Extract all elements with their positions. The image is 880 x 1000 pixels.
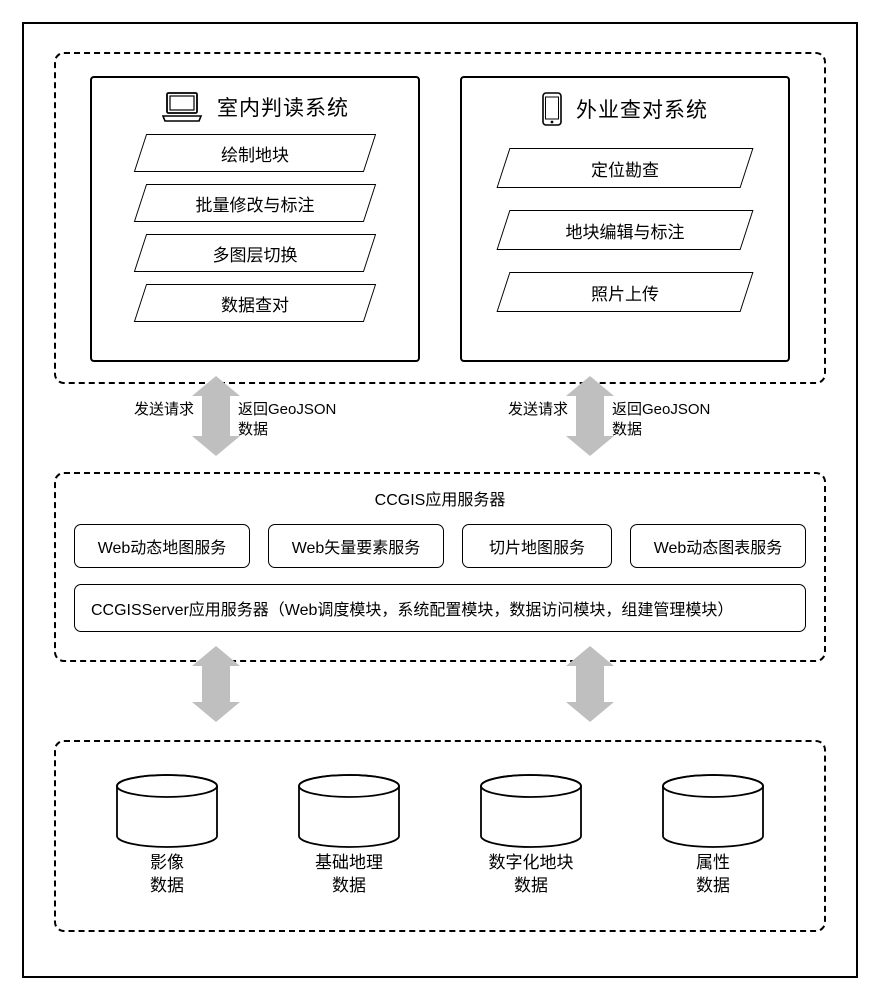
database-icon: [476, 774, 586, 848]
services-row: Web动态地图服务 Web矢量要素服务 切片地图服务 Web动态图表服务: [74, 524, 806, 568]
arrow-client-server-right: 发送请求 返回GeoJSON数据: [576, 394, 604, 438]
indoor-header: 室内判读系统: [161, 92, 349, 122]
field-title: 外业查对系统: [576, 94, 708, 124]
service-box: Web动态地图服务: [74, 524, 250, 568]
arrow-send-label: 发送请求: [508, 400, 568, 420]
database-icon: [294, 774, 404, 848]
server-layer: CCGIS应用服务器 Web动态地图服务 Web矢量要素服务 切片地图服务 We…: [54, 472, 826, 662]
server-layer-title: CCGIS应用服务器: [375, 486, 506, 510]
db-label: 基础地理数据: [315, 852, 383, 898]
indoor-title: 室内判读系统: [217, 92, 349, 122]
arrow-server-db-left: [202, 664, 230, 704]
db-item: 基础地理数据: [279, 774, 419, 898]
indoor-item: 绘制地块: [140, 134, 370, 172]
db-item: 数字化地块数据: [461, 774, 601, 898]
phone-icon: [542, 92, 562, 126]
indoor-item: 多图层切换: [140, 234, 370, 272]
db-label: 属性数据: [696, 852, 730, 898]
server-modules-box: CCGISServer应用服务器（Web调度模块，系统配置模块，数据访问模块，组…: [74, 584, 806, 632]
field-item: 地块编辑与标注: [503, 210, 747, 250]
db-item: 影像数据: [97, 774, 237, 898]
service-box: Web矢量要素服务: [268, 524, 444, 568]
db-label: 影像数据: [150, 852, 184, 898]
arrow-return-label: 返回GeoJSON数据: [238, 400, 336, 441]
arrow-return-label: 返回GeoJSON数据: [612, 400, 710, 441]
field-item: 定位勘查: [503, 148, 747, 188]
arrow-send-label: 发送请求: [134, 400, 194, 420]
db-item: 属性数据: [643, 774, 783, 898]
field-system-card: 外业查对系统 定位勘查 地块编辑与标注 照片上传: [460, 76, 790, 362]
field-header: 外业查对系统: [542, 92, 708, 126]
diagram-frame: 室内判读系统 绘制地块 批量修改与标注 多图层切换 数据查对: [22, 22, 858, 978]
db-label: 数字化地块数据: [489, 852, 574, 898]
service-box: 切片地图服务: [462, 524, 612, 568]
arrow-server-db-right: [576, 664, 604, 704]
field-item: 照片上传: [503, 272, 747, 312]
service-box: Web动态图表服务: [630, 524, 806, 568]
client-layer: 室内判读系统 绘制地块 批量修改与标注 多图层切换 数据查对: [54, 52, 826, 384]
indoor-system-card: 室内判读系统 绘制地块 批量修改与标注 多图层切换 数据查对: [90, 76, 420, 362]
database-icon: [112, 774, 222, 848]
laptop-icon: [161, 92, 203, 122]
arrow-client-server-left: 发送请求 返回GeoJSON数据: [202, 394, 230, 438]
database-icon: [658, 774, 768, 848]
indoor-item: 数据查对: [140, 284, 370, 322]
data-layer: 影像数据 基础地理数据 数字化地块数据 属性数据: [54, 740, 826, 932]
indoor-item: 批量修改与标注: [140, 184, 370, 222]
